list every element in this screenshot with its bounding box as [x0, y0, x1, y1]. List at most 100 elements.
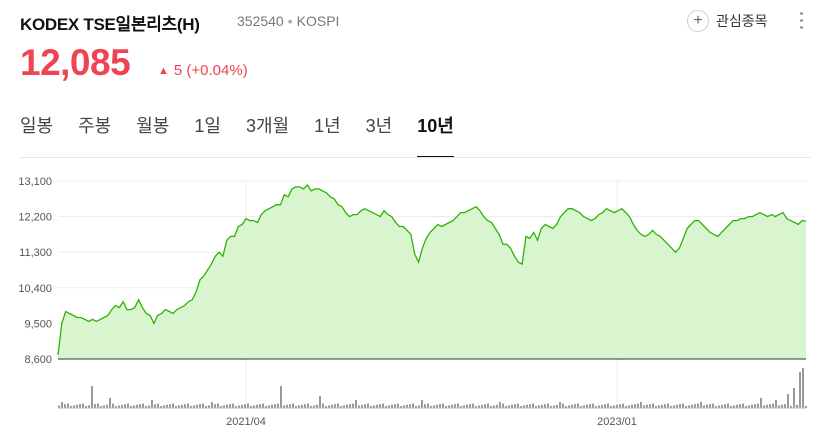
up-triangle-icon: ▲ — [158, 65, 169, 77]
volume-bar — [724, 404, 726, 408]
volume-bar — [475, 406, 477, 408]
tab-3month[interactable]: 3개월 — [245, 116, 290, 136]
volume-bar — [643, 405, 645, 408]
volume-bar — [97, 403, 99, 408]
volume-bar — [502, 403, 504, 408]
volume-bar — [718, 405, 720, 408]
volume-bar — [364, 404, 366, 408]
volume-bar — [94, 404, 96, 408]
more-vertical-icon[interactable] — [798, 12, 804, 32]
volume-bar — [520, 406, 522, 408]
volume-bar — [730, 406, 732, 408]
volume-bar — [538, 405, 540, 408]
tab-1day[interactable]: 1일 — [194, 116, 221, 136]
volume-bar — [349, 404, 351, 408]
volume-bar — [445, 406, 447, 408]
volume-bar — [610, 406, 612, 408]
tab-weekly[interactable]: 주봉 — [78, 116, 112, 136]
tab-divider — [20, 157, 811, 158]
volume-bar — [139, 404, 141, 408]
volume-bar — [706, 404, 708, 408]
volume-bar — [622, 403, 624, 408]
volume-bar — [736, 404, 738, 408]
change-amount: 5 — [173, 62, 183, 79]
volume-bar — [412, 403, 414, 408]
volume-bar — [733, 405, 735, 408]
volume-bar — [556, 404, 558, 408]
volume-bar — [634, 404, 636, 408]
volume-bar — [631, 404, 633, 408]
volume-bar — [70, 406, 72, 408]
volume-bar — [664, 404, 666, 408]
volume-bar — [313, 405, 315, 408]
volume-bar — [127, 403, 129, 408]
volume-bar — [442, 403, 444, 408]
volume-bar — [514, 404, 516, 408]
volume-bar — [484, 404, 486, 408]
volume-bar — [337, 403, 339, 408]
volume-bar — [148, 405, 150, 408]
volume-bar — [211, 402, 213, 408]
tab-daily[interactable]: 일봉 — [20, 116, 54, 136]
volume-bar — [697, 403, 699, 408]
volume-bar — [574, 404, 576, 408]
volume-bar — [169, 404, 171, 408]
volume-bar — [493, 405, 495, 408]
volume-bar — [280, 386, 282, 408]
tab-3year[interactable]: 3년 — [365, 116, 393, 136]
tab-1year[interactable]: 1년 — [314, 116, 341, 136]
volume-bar — [433, 405, 435, 408]
volume-bar — [646, 404, 648, 408]
volume-bar — [565, 406, 567, 408]
volume-bar — [712, 403, 714, 408]
volume-bar — [331, 404, 333, 408]
period-tabs: 일봉 주봉 월봉 1일 3개월 1년 3년 10년 — [20, 112, 479, 158]
volume-bar — [802, 368, 804, 408]
volume-bar — [112, 403, 114, 408]
volume-bar — [208, 405, 210, 408]
volume-bar — [619, 404, 621, 408]
volume-bar — [703, 405, 705, 408]
volume-bar — [658, 405, 660, 408]
volume-bar — [652, 403, 654, 408]
volume-bar — [304, 404, 306, 408]
volume-bar — [541, 404, 543, 408]
volume-bar — [163, 405, 165, 408]
volume-bar — [799, 372, 801, 408]
volume-bar — [550, 406, 552, 408]
volume-bar — [592, 403, 594, 408]
y-tick-label: 12,200 — [18, 212, 52, 224]
volume-bar — [583, 405, 585, 408]
volume-bar — [481, 404, 483, 408]
volume-bar — [193, 405, 195, 408]
chart-svg: 13,100 12,200 11,300 10,400 9,500 8,600 2021/0… — [18, 176, 807, 428]
volume-bar — [160, 406, 162, 408]
volume-bar — [421, 400, 423, 408]
y-tick-label: 10,400 — [18, 283, 52, 295]
volume-bar — [415, 406, 417, 408]
volume-bar — [586, 404, 588, 408]
tab-10year[interactable]: 10년 — [417, 112, 454, 158]
x-tick-label: 2023/01 — [597, 416, 637, 428]
volume-bar — [157, 403, 159, 408]
stock-code: 352540 — [237, 13, 284, 29]
volume-bar — [766, 404, 768, 408]
volume-bar — [226, 404, 228, 408]
add-favorite-button[interactable]: + 관심종목 — [687, 8, 768, 34]
volume-bar — [136, 404, 138, 408]
volume-bar — [394, 404, 396, 408]
volume-bar — [76, 404, 78, 408]
volume-bar — [241, 404, 243, 408]
price-chart[interactable]: 13,100 12,200 11,300 10,400 9,500 8,600 2021/0… — [0, 170, 831, 438]
tab-monthly[interactable]: 월봉 — [136, 116, 170, 136]
price-area — [58, 185, 806, 359]
volume-bar — [511, 404, 513, 408]
volume-bar — [661, 404, 663, 408]
volume-bar — [763, 405, 765, 408]
volume-bar — [568, 405, 570, 408]
volume-bar — [745, 406, 747, 408]
volume-bar — [58, 405, 60, 408]
volume-bar — [775, 400, 777, 408]
volume-bar — [346, 404, 348, 408]
volume-bar — [196, 404, 198, 408]
